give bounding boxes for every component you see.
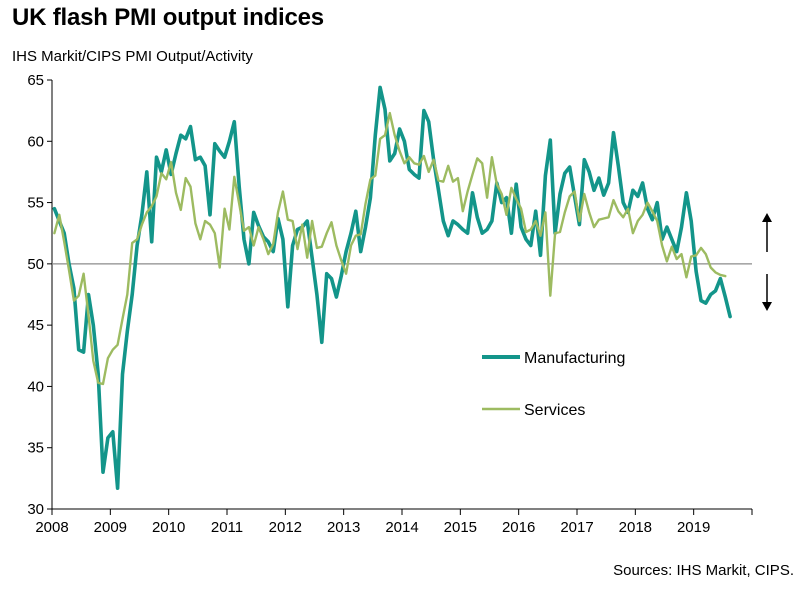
legend-label-manufacturing: Manufacturing bbox=[524, 350, 625, 367]
y-tick-label: 35 bbox=[27, 440, 44, 457]
x-tick-label: 2008 bbox=[35, 519, 68, 536]
x-tick-label: 2013 bbox=[327, 519, 360, 536]
x-tick-label: 2016 bbox=[502, 519, 535, 536]
up-arrow-head bbox=[762, 213, 772, 222]
direction-arrows bbox=[762, 213, 772, 311]
y-tick-label: 60 bbox=[27, 133, 44, 150]
y-tick-label: 45 bbox=[27, 317, 44, 334]
y-tick-label: 30 bbox=[27, 501, 44, 518]
x-tick-label: 2019 bbox=[677, 519, 710, 536]
legend: Manufacturing Services bbox=[482, 350, 625, 419]
y-tick-label: 55 bbox=[27, 195, 44, 212]
x-tick-label: 2011 bbox=[211, 519, 243, 536]
x-tick-label: 2017 bbox=[560, 519, 593, 536]
y-tick-label: 40 bbox=[27, 378, 44, 395]
x-axis: 2008 2009 2010 2011 2012 2013 2014 2015 2016 2017… bbox=[35, 508, 753, 536]
x-tick-label: 2014 bbox=[385, 519, 418, 536]
x-tick-label: 2015 bbox=[444, 519, 477, 536]
down-arrow-head bbox=[762, 302, 772, 311]
y-tick-label: 65 bbox=[27, 72, 44, 89]
x-tick-label: 2009 bbox=[94, 519, 127, 536]
legend-label-services: Services bbox=[524, 402, 585, 419]
series-line-services bbox=[53, 111, 727, 386]
x-tick-label: 2010 bbox=[152, 519, 185, 536]
x-tick-label: 2018 bbox=[619, 519, 652, 536]
y-tick-label: 50 bbox=[27, 256, 44, 273]
x-tick-label: 2012 bbox=[269, 519, 302, 536]
series-line-manufacturing bbox=[52, 85, 732, 491]
chart-title: UK flash PMI output indices bbox=[12, 4, 324, 31]
chart-source: Sources: IHS Markit, CIPS. bbox=[613, 562, 794, 579]
series-lines bbox=[52, 85, 732, 491]
y-axis: 30 35 40 45 50 55 60 65 bbox=[27, 72, 53, 518]
chart-subtitle: IHS Markit/CIPS PMI Output/Activity bbox=[12, 48, 253, 65]
